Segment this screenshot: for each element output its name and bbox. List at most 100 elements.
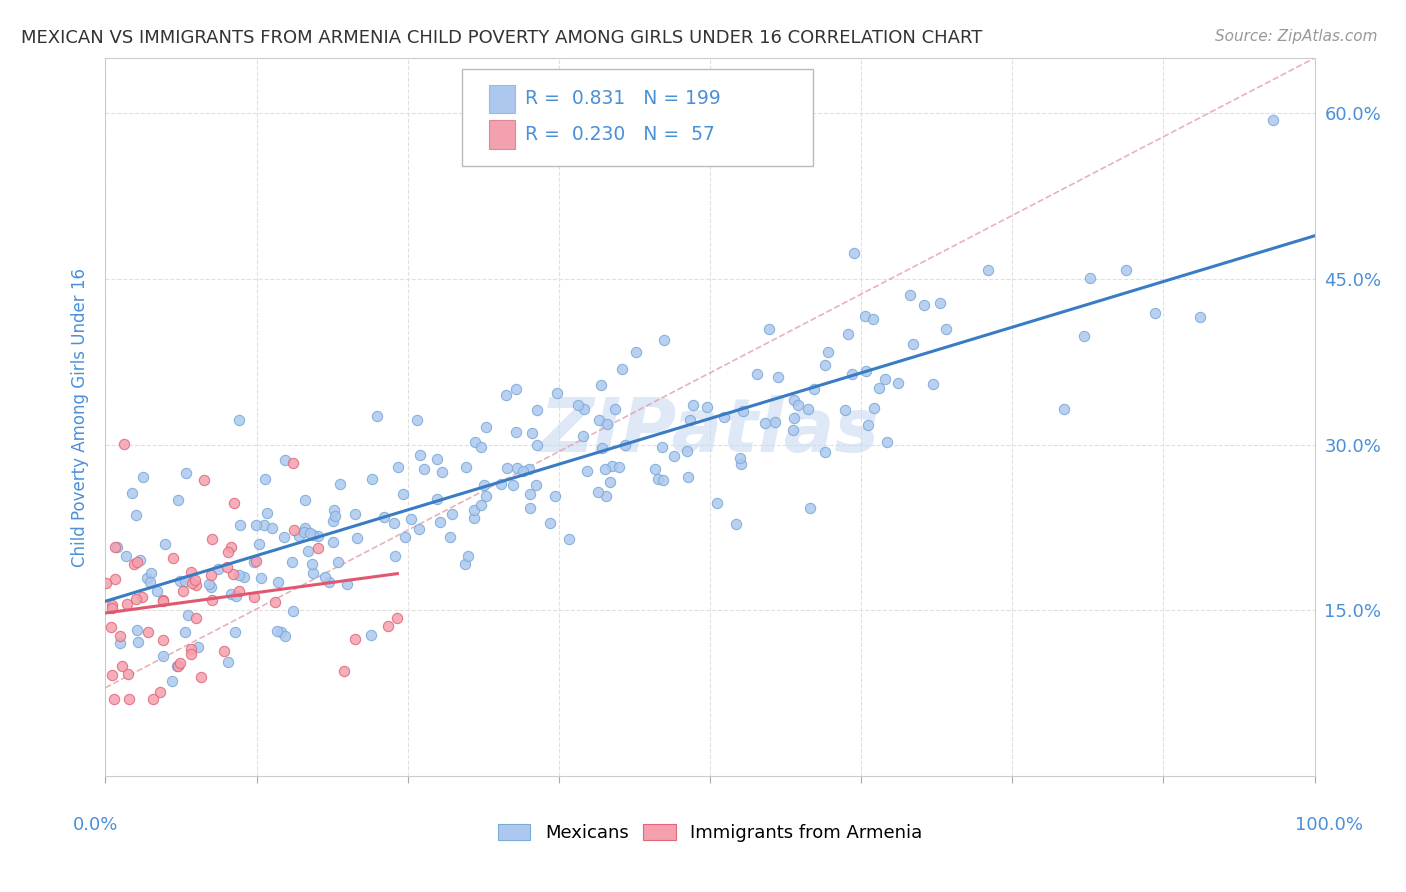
- Point: [118, 692, 141, 706]
- Point: [222, 495, 245, 509]
- Point: [935, 322, 957, 336]
- Point: [222, 567, 245, 582]
- Point: [495, 388, 517, 402]
- Point: [273, 629, 295, 643]
- Point: [574, 402, 596, 417]
- Point: [1078, 270, 1101, 285]
- Point: [384, 549, 406, 563]
- Point: [505, 382, 527, 396]
- Point: [489, 476, 512, 491]
- Point: [1188, 310, 1211, 324]
- Point: [186, 640, 208, 654]
- Point: [167, 658, 190, 673]
- Point: [391, 487, 413, 501]
- Point: [575, 464, 598, 478]
- Point: [125, 555, 148, 569]
- Point: [201, 532, 224, 546]
- Point: [470, 498, 492, 512]
- Point: [160, 674, 183, 689]
- Text: R =  0.831   N = 199: R = 0.831 N = 199: [524, 89, 721, 109]
- Legend: Mexicans, Immigrants from Armenia: Mexicans, Immigrants from Armenia: [491, 817, 929, 849]
- Point: [281, 604, 304, 618]
- Point: [283, 523, 305, 537]
- Point: [524, 478, 547, 492]
- Point: [787, 398, 810, 412]
- Point: [214, 644, 236, 658]
- Point: [463, 502, 485, 516]
- Point: [863, 401, 886, 415]
- Point: [610, 362, 633, 376]
- Point: [682, 399, 704, 413]
- Point: [912, 298, 935, 312]
- Point: [901, 337, 924, 351]
- Point: [169, 656, 191, 670]
- Point: [876, 434, 898, 449]
- Point: [599, 475, 621, 489]
- Point: [162, 551, 184, 566]
- Point: [266, 574, 288, 589]
- Point: [409, 448, 432, 462]
- Point: [152, 594, 174, 608]
- Point: [921, 376, 943, 391]
- Point: [382, 516, 405, 530]
- Point: [724, 517, 747, 532]
- Point: [977, 262, 1000, 277]
- Point: [115, 597, 138, 611]
- Point: [166, 659, 188, 673]
- Point: [177, 608, 200, 623]
- Point: [228, 413, 250, 427]
- Point: [166, 492, 188, 507]
- Point: [125, 508, 148, 522]
- Point: [127, 635, 149, 649]
- Point: [152, 633, 174, 648]
- Point: [512, 464, 534, 478]
- Point: [593, 461, 616, 475]
- Point: [1053, 401, 1076, 416]
- Point: [538, 516, 561, 530]
- Point: [292, 525, 315, 540]
- Point: [519, 487, 541, 501]
- Point: [413, 461, 436, 475]
- Point: [117, 666, 139, 681]
- FancyBboxPatch shape: [489, 120, 516, 149]
- Point: [475, 420, 498, 434]
- Point: [652, 333, 675, 347]
- Point: [224, 625, 246, 640]
- Point: [429, 515, 451, 529]
- Point: [288, 529, 311, 543]
- Point: [201, 593, 224, 607]
- Point: [782, 423, 804, 437]
- Point: [783, 393, 806, 408]
- Text: Source: ZipAtlas.com: Source: ZipAtlas.com: [1215, 29, 1378, 44]
- Point: [679, 413, 702, 427]
- Point: [318, 575, 340, 590]
- Point: [595, 489, 617, 503]
- Point: [174, 625, 197, 640]
- Point: [676, 444, 699, 458]
- Point: [266, 624, 288, 638]
- Point: [758, 322, 780, 336]
- Point: [197, 577, 219, 591]
- Point: [834, 402, 856, 417]
- Point: [274, 453, 297, 467]
- Point: [408, 522, 430, 536]
- Point: [505, 460, 527, 475]
- Point: [763, 415, 786, 429]
- Point: [152, 649, 174, 664]
- Point: [264, 595, 287, 609]
- Point: [228, 584, 250, 599]
- Point: [439, 530, 461, 544]
- Point: [225, 590, 247, 604]
- Point: [336, 576, 359, 591]
- Point: [186, 578, 208, 592]
- Point: [294, 521, 316, 535]
- Point: [868, 381, 890, 395]
- Point: [108, 636, 131, 650]
- Point: [430, 465, 453, 479]
- Point: [233, 570, 256, 584]
- FancyBboxPatch shape: [463, 69, 813, 166]
- Point: [464, 434, 486, 449]
- Text: 0.0%: 0.0%: [73, 816, 118, 834]
- Point: [112, 437, 135, 451]
- Point: [322, 514, 344, 528]
